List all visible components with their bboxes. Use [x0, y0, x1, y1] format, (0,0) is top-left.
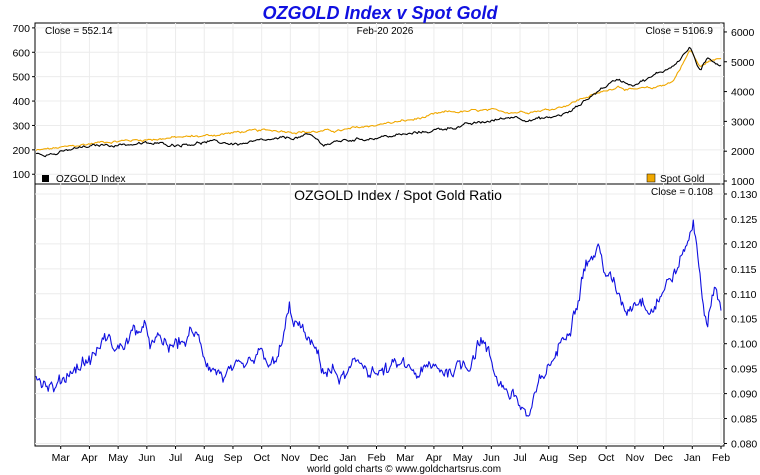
right-tick-label: 2000 [731, 146, 755, 158]
x-tick-label: Aug [195, 452, 214, 464]
legend-swatch-spot-gold [646, 173, 656, 183]
ozgold-index-line [35, 46, 722, 158]
legend-swatch-ozgold [42, 175, 49, 182]
x-tick-label: Apr [426, 452, 443, 464]
x-tick-label: May [453, 452, 474, 464]
x-tick-label: May [108, 452, 129, 464]
ratio-tick-label: 0.130 [731, 189, 757, 201]
x-tick-label: Sep [224, 452, 243, 464]
spot-gold-line [35, 50, 722, 151]
legend-label-spot-gold: Spot Gold [660, 174, 704, 185]
ratio-tick-label: 0.080 [731, 439, 757, 451]
left-close-label: Close = 552.14 [45, 26, 113, 37]
left-tick-label: 300 [12, 120, 30, 132]
x-tick-label: Jun [138, 452, 155, 464]
bottom-panel-grid [35, 184, 724, 446]
axis-ticks: Mar Apr May Jun Jul Aug Sep Oct Nov Dec Jan Feb Mar A… [12, 23, 757, 464]
x-tick-label: Jan [684, 452, 701, 464]
left-tick-label: 100 [12, 169, 30, 181]
x-tick-label: Mar [52, 452, 71, 464]
x-tick-label: Aug [539, 452, 558, 464]
top-panel-series [35, 46, 722, 158]
ratio-tick-label: 0.095 [731, 364, 757, 376]
x-tick-label: Mar [396, 452, 415, 464]
bottom-panel-series [35, 219, 722, 417]
bottom-panel-frame [34, 183, 725, 447]
ratio-tick-label: 0.115 [731, 264, 757, 276]
ratio-tick-label: 0.120 [731, 239, 757, 251]
right-tick-label: 6000 [731, 27, 755, 39]
left-tick-label: 200 [12, 145, 30, 157]
ratio-tick-label: 0.105 [731, 314, 757, 326]
right-tick-label: 4000 [731, 87, 755, 99]
chart-title: OZGOLD Index v Spot Gold [262, 3, 498, 23]
x-tick-label: Oct [598, 452, 614, 464]
legend-label-ozgold: OZGOLD Index [56, 174, 125, 185]
x-tick-label: Sep [568, 452, 587, 464]
left-tick-label: 400 [12, 96, 30, 108]
ratio-line [35, 219, 722, 417]
x-tick-label: Dec [310, 452, 329, 464]
ratio-tick-label: 0.125 [731, 214, 757, 226]
footer-credit: world gold charts © www.goldchartsrus.co… [306, 464, 501, 475]
right-close-label: Close = 5106.9 [645, 26, 713, 37]
x-tick-label: Feb [367, 452, 385, 464]
date-label: Feb-20 2026 [357, 26, 414, 37]
x-tick-label: Nov [281, 452, 300, 464]
x-tick-label: Jul [169, 452, 182, 464]
ratio-tick-label: 0.085 [731, 414, 757, 426]
x-tick-label: Feb [712, 452, 730, 464]
ratio-chart-title: OZGOLD Index / Spot Gold Ratio [294, 187, 502, 203]
x-tick-label: Oct [253, 452, 269, 464]
x-tick-label: Jan [339, 452, 356, 464]
right-tick-label: 3000 [731, 116, 755, 128]
x-tick-label: Jun [483, 452, 500, 464]
right-tick-label: 5000 [731, 57, 755, 69]
ratio-tick-label: 0.100 [731, 339, 757, 351]
ratio-tick-label: 0.090 [731, 389, 757, 401]
left-tick-label: 500 [12, 72, 30, 84]
x-tick-label: Jul [513, 452, 526, 464]
ratio-close-label: Close = 0.108 [651, 187, 713, 198]
x-tick-label: Nov [626, 452, 645, 464]
right-tick-label: 1000 [731, 176, 755, 188]
top-panel-grid [35, 23, 724, 184]
left-tick-label: 600 [12, 47, 30, 59]
x-tick-label: Apr [81, 452, 98, 464]
top-panel-frame [34, 22, 725, 185]
x-tick-label: Dec [654, 452, 673, 464]
left-tick-label: 700 [12, 23, 30, 35]
ratio-tick-label: 0.110 [731, 289, 757, 301]
